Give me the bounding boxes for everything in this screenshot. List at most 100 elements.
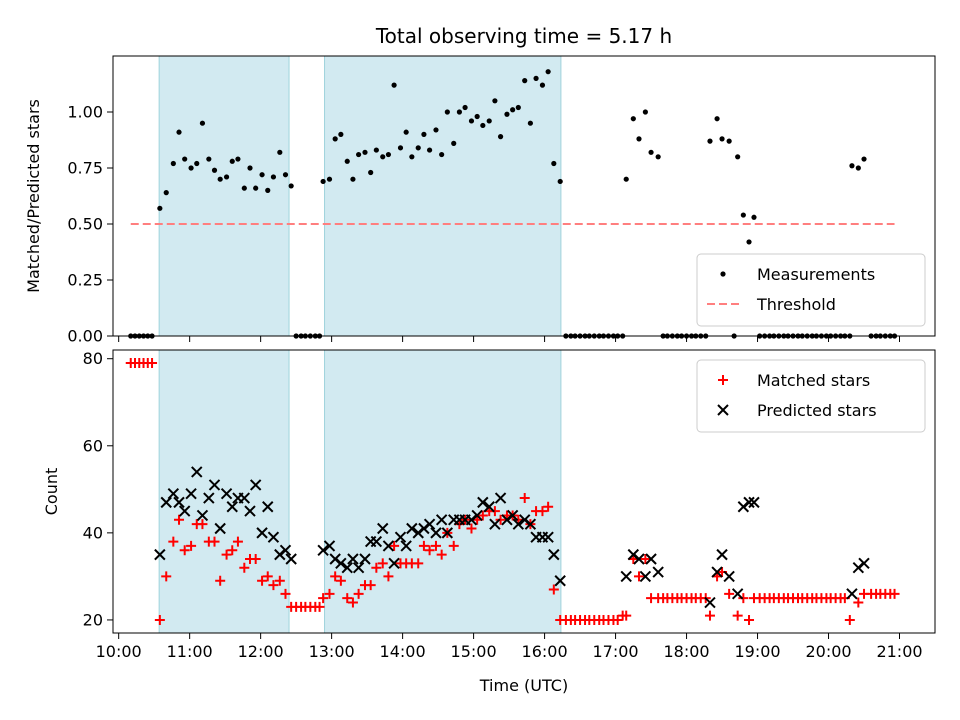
predicted-star-point [430, 527, 442, 539]
measurement-point [163, 190, 169, 196]
predicted-star-point [359, 553, 371, 565]
y-tick-label: 20 [83, 610, 103, 629]
matched-star-point [383, 571, 394, 582]
matched-star-point [342, 593, 353, 604]
predicted-star-point [178, 505, 191, 517]
measurement-point [259, 172, 265, 178]
measurement-point [247, 165, 253, 171]
predicted-star-point [435, 514, 448, 526]
measurement-point [356, 151, 362, 158]
measurement-point [433, 127, 439, 133]
predicted-star-point [441, 527, 454, 539]
measurement-point [648, 149, 654, 155]
measurement-point [504, 111, 510, 117]
predicted-star-point [423, 518, 436, 530]
predicted-star-point [173, 496, 185, 509]
y-tick-label: 80 [83, 349, 103, 368]
x-tick-label: 14:00 [380, 642, 426, 661]
matched-star-point [436, 549, 447, 560]
predicted-star-point [220, 487, 233, 500]
matched-star-point [154, 614, 165, 625]
predicted-star-point [214, 522, 226, 535]
matched-star-point [147, 358, 158, 369]
matched-star-point [209, 536, 220, 547]
measurement-point [630, 116, 636, 122]
predicted-star-point [267, 531, 280, 543]
legend-entry-label: Threshold [756, 295, 836, 314]
measurement-point [655, 154, 661, 160]
x-tick-label: 13:00 [309, 642, 355, 661]
predicted-star-point [226, 501, 238, 513]
y-tick-label: 40 [83, 523, 103, 542]
measurement-point [510, 107, 516, 113]
observing-intervals [158, 55, 562, 337]
predicted-star-point [477, 496, 489, 509]
measurement-point [194, 160, 200, 167]
predicted-star-point [160, 496, 172, 509]
x-tick-label: 10:00 [96, 642, 142, 661]
measurement-point [368, 169, 374, 176]
predicted-star-point [846, 588, 858, 600]
matched-star-point [853, 597, 864, 608]
predicted-star-point [196, 509, 209, 522]
y-tick-label: 1.00 [67, 103, 103, 122]
matched-star-point [335, 575, 346, 586]
observing-interval-band [158, 55, 290, 337]
legend-box [696, 359, 926, 433]
legend-entry-label: Matched stars [757, 371, 870, 390]
bottom-legend: Matched stars Predicted stars [696, 359, 926, 433]
predicted-star-point [400, 540, 412, 552]
measurement-point [350, 176, 356, 182]
predicted-star-point [548, 548, 560, 561]
predicted-star-point [285, 553, 297, 565]
measurement-point [855, 165, 861, 171]
predicted-star-point [524, 518, 537, 530]
predicted-star-point [645, 553, 657, 565]
bottom-axes-ticks: 10:00 11:00 12:00 13:00 14:00 15:00 16:00 17:00… [83, 349, 923, 661]
predicted-star-point [394, 531, 407, 543]
predicted-star-point [388, 557, 400, 570]
predicted-star-point [323, 540, 336, 552]
predicted-star-point [249, 479, 262, 491]
matched-star-point [314, 601, 325, 612]
predicted-star-point [858, 557, 870, 570]
measurement-point [462, 104, 468, 111]
matched-star-point [548, 584, 559, 595]
measurement-point [199, 120, 206, 126]
predicted-star-point [382, 540, 395, 552]
measurement-point [451, 140, 457, 146]
bottom-panel-counts: 10:00 11:00 12:00 13:00 14:00 15:00 16:00 17:00… [42, 349, 936, 695]
matched-star-point [257, 575, 268, 586]
matched-star-point [168, 536, 179, 547]
matched-star-point [174, 514, 185, 525]
measurement-point [282, 172, 289, 178]
y-tick-label: 0.00 [67, 327, 103, 346]
measurement-point [241, 185, 247, 191]
predicted-star-point [279, 544, 292, 556]
top-axes-ticks: 0.00 0.25 0.50 0.75 1.00 [67, 103, 901, 346]
predicted-star-point [317, 544, 329, 556]
predicted-star-point [185, 487, 197, 500]
matched-star-point [197, 519, 208, 530]
measurement-point [480, 122, 486, 129]
matched-star-point [543, 501, 554, 512]
matched-star-point [844, 614, 855, 625]
predicted-star-point [341, 561, 353, 574]
legend-swatch [720, 271, 726, 277]
measurement-point [415, 145, 421, 151]
measurement-point [735, 154, 741, 160]
observing-interval-band [324, 55, 562, 337]
matched-star-point [724, 588, 735, 599]
matched-star-point [215, 575, 226, 586]
measurement-point [719, 136, 725, 142]
measurement-point [522, 78, 528, 84]
predicted-star-point [633, 553, 645, 565]
matched-star-point [537, 506, 548, 517]
predicted-star-point [191, 466, 203, 478]
measurement-point [426, 147, 433, 153]
measurement-point [326, 176, 333, 182]
matched-star-point [389, 540, 400, 551]
measurement-point [277, 149, 283, 155]
measurement-point [636, 136, 642, 142]
